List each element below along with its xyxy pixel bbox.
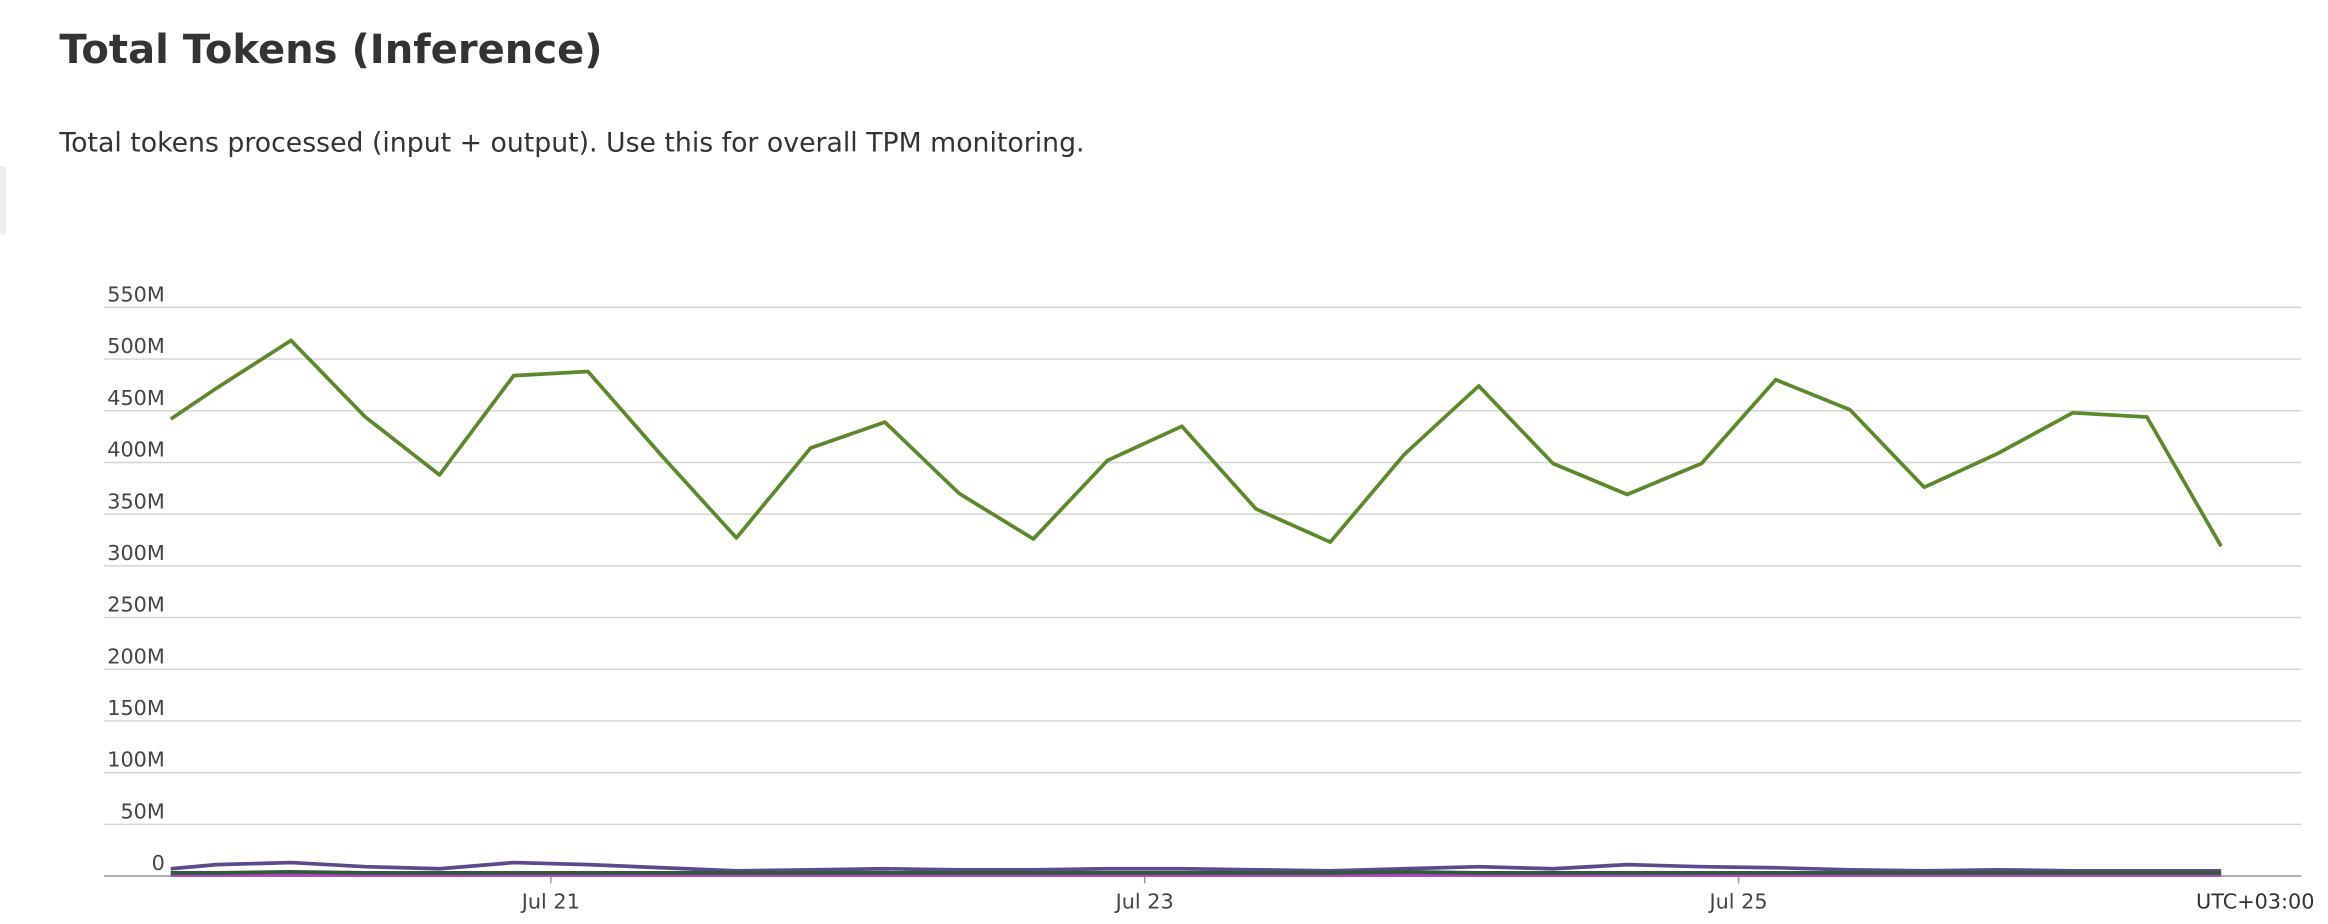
y-tick-label: 500M [107,334,165,358]
y-tick-label: 550M [107,282,165,306]
x-tick-label: Jul 25 [1708,890,1768,914]
x-tick-label: Jul 21 [520,890,580,914]
y-tick-label: 450M [107,386,165,410]
timezone-label: UTC+03:00 [2196,890,2314,914]
series-line [170,870,2222,875]
chart-subtitle: Total tokens processed (input + output).… [58,128,1084,159]
series-line [169,338,2223,548]
y-tick-label: 50M [120,799,164,823]
side-marker [0,166,6,235]
y-tick-label: 150M [107,696,165,720]
y-tick-label: 300M [107,541,165,565]
series-line [170,860,2222,873]
y-tick-label: 100M [107,748,165,772]
x-tick-label: Jul 23 [1114,890,1174,914]
y-tick-label: 350M [107,489,165,513]
y-tick-label: 400M [107,438,165,462]
y-tick-label: 200M [107,644,165,668]
chart-title: Total Tokens (Inference) [59,27,602,73]
y-tick-label: 250M [107,593,165,617]
y-tick-label: 0 [152,851,165,875]
